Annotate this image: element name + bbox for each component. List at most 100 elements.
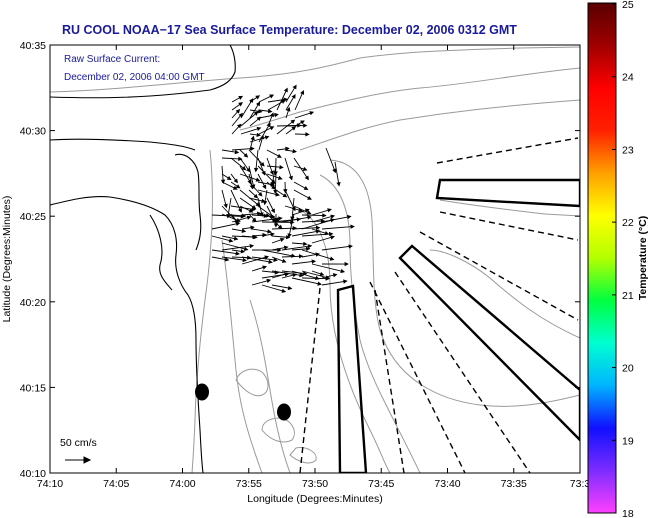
current-vector — [293, 157, 309, 181]
dashed-line — [436, 137, 579, 164]
current-vector — [271, 256, 287, 263]
dashed-line — [299, 287, 321, 473]
colorbar-tick-label: 23 — [622, 144, 634, 156]
current-vector — [261, 220, 295, 225]
current-vector — [301, 213, 327, 218]
current-vector — [266, 181, 276, 190]
outlined-zones — [336, 178, 580, 473]
current-vector — [266, 164, 284, 170]
coastline-nj-shore — [50, 196, 204, 473]
surface-current-vectors — [211, 84, 355, 293]
current-vector — [284, 205, 303, 213]
current-vector — [287, 213, 295, 238]
current-vector — [221, 189, 228, 209]
coastline-new-york — [50, 45, 236, 99]
buoy-marker — [195, 383, 209, 401]
current-vector — [261, 284, 287, 293]
map-plot-area: Raw Surface Current: December 02, 2006 0… — [50, 45, 580, 473]
y-tick-label: 40:20 — [20, 297, 46, 309]
current-vector — [284, 148, 297, 154]
current-vector — [251, 265, 268, 272]
y-tick-label: 40:35 — [20, 40, 46, 52]
current-vector — [221, 181, 238, 190]
current-vector — [271, 235, 291, 240]
current-vector — [211, 249, 240, 256]
current-vector — [248, 149, 265, 167]
current-vector — [249, 109, 263, 114]
current-vector — [321, 224, 355, 230]
current-vector — [240, 126, 262, 135]
current-vector — [294, 111, 315, 119]
dashed-line — [369, 281, 466, 473]
x-tick-label: 73:40 — [434, 478, 460, 490]
current-vector — [211, 235, 234, 243]
zone-east — [435, 178, 580, 208]
current-vector — [294, 132, 310, 137]
zone-south — [336, 284, 368, 473]
current-vector — [325, 147, 337, 174]
current-vector — [293, 205, 312, 215]
current-vector — [251, 247, 282, 253]
colorbar-tick-label: 24 — [622, 72, 634, 84]
current-vector — [293, 181, 309, 190]
buoy-marker — [277, 403, 291, 421]
current-vector — [231, 95, 244, 103]
dashed-guide-lines — [299, 137, 579, 473]
current-vector — [248, 197, 266, 203]
current-vector — [221, 149, 240, 155]
dashed-line — [394, 271, 531, 473]
current-vector — [257, 181, 276, 187]
current-vector — [258, 134, 265, 151]
current-vector — [240, 111, 259, 127]
current-vector — [230, 157, 247, 171]
current-vector — [281, 244, 313, 251]
x-tick-label: 73:35 — [501, 478, 527, 490]
current-vector — [273, 173, 278, 195]
current-vector — [248, 189, 259, 199]
current-vector — [294, 120, 305, 127]
current-vector — [231, 228, 247, 233]
current-vector — [334, 161, 341, 187]
current-vector — [258, 122, 271, 143]
current-vector — [291, 259, 317, 265]
current-vector — [258, 94, 275, 103]
current-vector — [291, 208, 310, 216]
current-vector — [266, 149, 282, 158]
current-vector — [301, 252, 321, 258]
current-vector — [321, 273, 338, 279]
current-vector — [271, 245, 289, 251]
current-vector — [291, 277, 322, 286]
current-vector — [321, 244, 353, 251]
current-vector — [239, 205, 254, 213]
current-vector — [271, 237, 285, 244]
current-vector — [221, 242, 249, 252]
x-tick-label: 74:10 — [37, 478, 63, 490]
zone-diagonal — [398, 244, 580, 442]
current-vector — [258, 112, 279, 119]
x-tick-label: 73:55 — [236, 478, 262, 490]
current-vector — [321, 261, 349, 267]
current-vector — [221, 235, 239, 241]
current-vector — [281, 273, 298, 279]
current-vector — [249, 116, 262, 127]
current-vector — [249, 135, 255, 151]
scale-arrow-icon — [65, 456, 92, 464]
current-vector — [293, 165, 308, 172]
current-vector — [273, 213, 279, 228]
current-vector — [249, 101, 261, 119]
current-vector — [267, 99, 286, 111]
current-vector — [231, 112, 243, 127]
colorbar — [587, 2, 617, 514]
current-vector — [241, 255, 270, 265]
current-vector — [257, 173, 267, 190]
current-vector — [231, 249, 246, 254]
y-tick-label: 40:15 — [20, 382, 46, 394]
current-vector — [271, 272, 289, 279]
y-tick-label: 40:30 — [20, 126, 46, 138]
current-vector — [276, 87, 288, 111]
contour-line — [329, 159, 580, 407]
current-vector — [251, 256, 278, 263]
current-vector — [294, 90, 305, 111]
colorbar-tick-label: 21 — [622, 290, 634, 302]
dashed-line — [419, 231, 579, 321]
